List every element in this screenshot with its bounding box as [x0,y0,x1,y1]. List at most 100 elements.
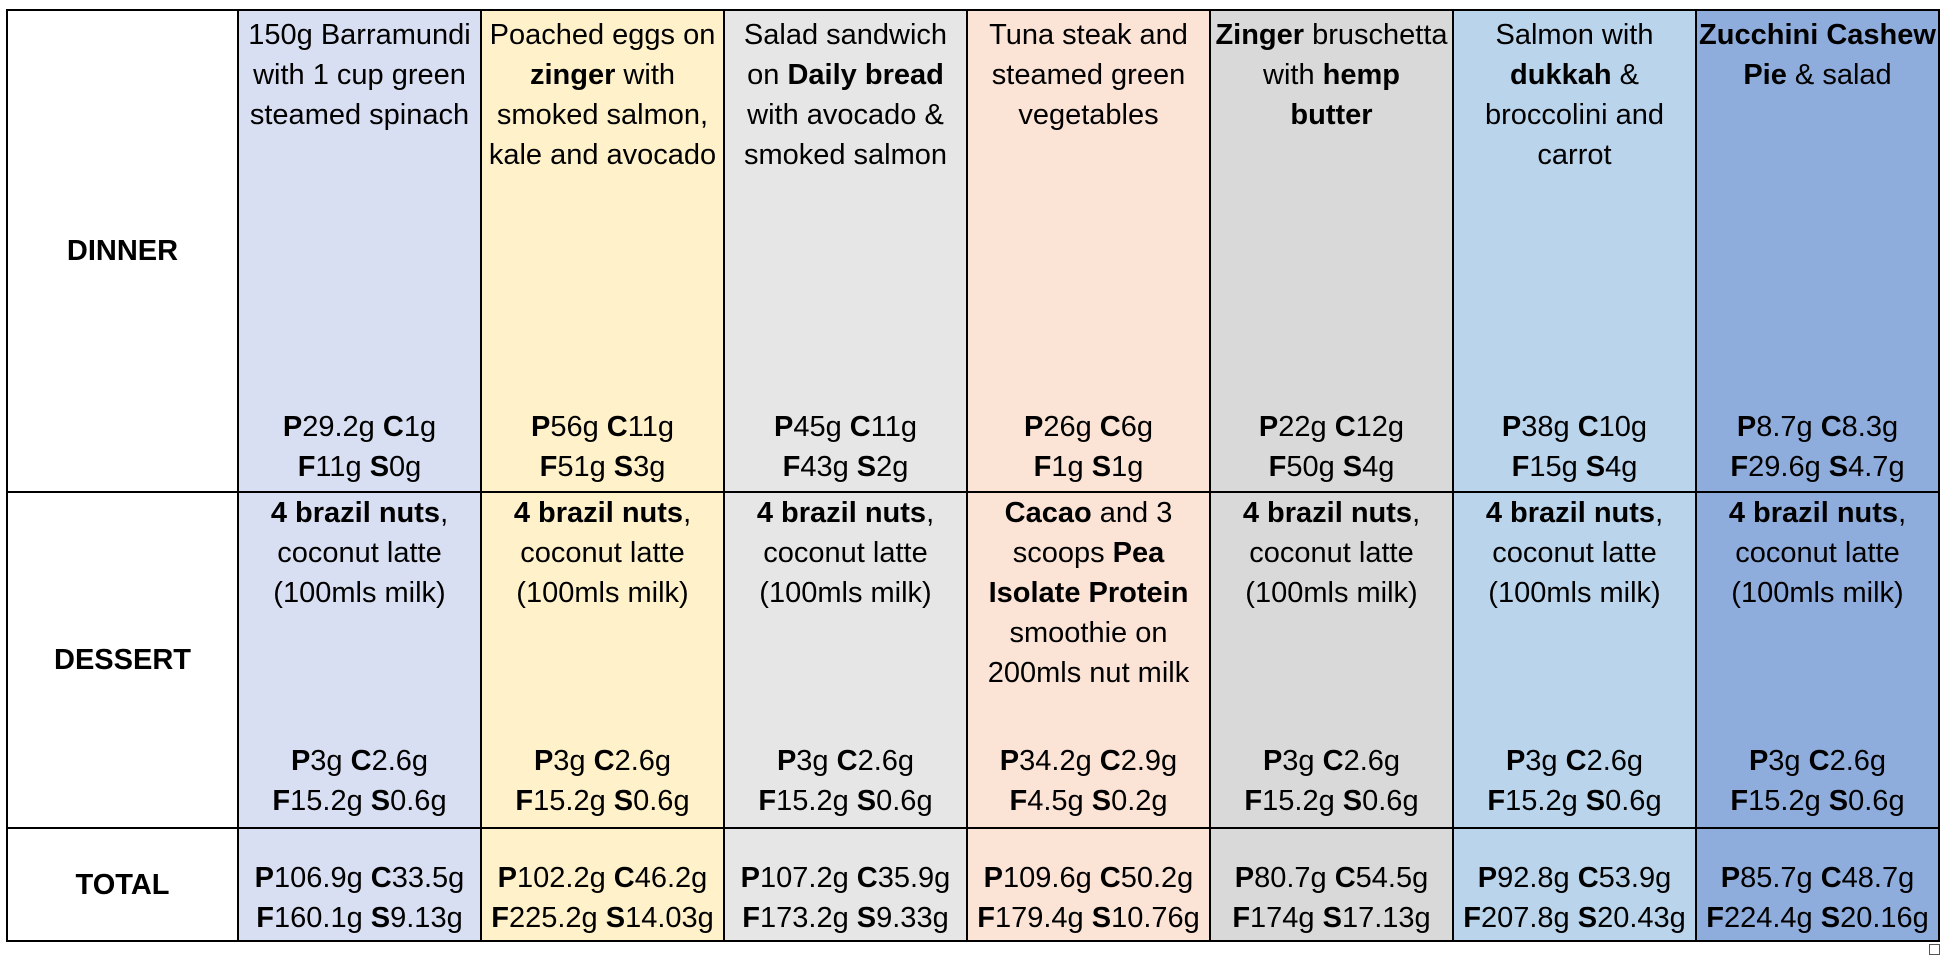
description-text: , [926,497,935,529]
dessert-cell-day-1: 4 brazil nuts, coconut latte (100mls milk)… [237,491,482,829]
macro-letter-s: S [1828,451,1849,483]
description-text: Tuna steak and [989,19,1188,51]
macro-value: 11g [315,451,362,483]
macro-line-protein-carbs: P34.2g C2.9g [968,741,1209,781]
macro-letter-f: F [742,901,761,934]
description-text: with 1 cup green [253,59,466,91]
macro-value: 85.7g [1740,861,1813,894]
description-text: , [1412,497,1421,529]
description-line: 4 brazil nuts, [725,493,966,533]
macro-line-protein-carbs: P102.2g C46.2g [482,858,723,898]
macro-value: 224.4g [1723,901,1813,934]
macro-letter-s: S [856,785,877,817]
macro-letter-f: F [515,785,534,817]
table-resize-handle[interactable] [1929,944,1940,955]
macro-value: 15g [1529,451,1578,483]
macro-line-protein-carbs: P92.8g C53.9g [1454,858,1695,898]
macro-letter-s: S [1585,785,1606,817]
macro-line-fat-sugar: F1g S1g [968,447,1209,487]
highlighted-food: 4 brazil nuts [513,497,684,529]
macro-letter-s: S [1342,785,1363,817]
description-line: scoops Pea [968,533,1209,573]
macro-letter-c: C [1334,861,1356,894]
macro-value: 50.2g [1120,861,1194,894]
macro-line-protein-carbs: P109.6g C50.2g [968,858,1209,898]
macro-line-fat-sugar: F29.6g S4.7g [1697,447,1938,487]
macro-letter-s: S [856,901,877,934]
macro-line-protein-carbs: P8.7g C8.3g [1697,407,1938,447]
description-line: 4 brazil nuts, [1697,493,1938,533]
macro-line-protein-carbs: P3g C2.6g [1697,741,1938,781]
description-text: & salad [1786,59,1892,91]
macro-value: 3g [553,745,586,777]
macro-value: 15.2g [533,785,606,817]
description-line: coconut latte [1211,533,1452,573]
macro-letter-p: P [1023,411,1044,443]
macro-line-protein-carbs: P3g C2.6g [1211,741,1452,781]
dessert-description: 4 brazil nuts, coconut latte (100mls milk) [482,493,723,613]
macro-value: 173.2g [760,901,849,934]
total-cell-day-1: P106.9g C33.5g F160.1g S9.13g [237,827,482,942]
macro-letter-f: F [297,451,316,483]
dessert-macros: P3g C2.6g F15.2g S0.6g [482,741,723,827]
macro-letter-f: F [1232,901,1251,934]
macro-value: 3g [633,451,666,483]
macro-letter-s: S [369,451,390,483]
macro-value: 8.7g [1756,411,1813,443]
dessert-cell-day-5: 4 brazil nuts, coconut latte (100mls milk)… [1209,491,1454,829]
total-cell-day-5: P80.7g C54.5g F174g S17.13g [1209,827,1454,942]
macro-value: 80.7g [1254,861,1327,894]
highlighted-food: Daily bread [787,59,944,91]
macro-letter-s: S [613,451,634,483]
macro-line-protein-carbs: P29.2g C1g [239,407,480,447]
macro-value: 2.6g [371,745,429,777]
description-text: coconut latte [1492,537,1657,569]
highlighted-food: butter [1290,99,1373,131]
macro-value: 6g [1120,411,1153,443]
description-text: (100mls milk) [516,577,689,609]
macro-letter-f: F [1730,785,1749,817]
description-text: scoops [1012,537,1113,569]
macro-value: 12g [1355,411,1405,443]
macro-letter-c: C [836,745,858,777]
dinner-description: Salmon with dukkah & broccolini and carrot [1454,11,1695,175]
description-text: Poached eggs on [489,19,716,51]
macro-letter-s: S [1585,451,1606,483]
dinner-cell-day-3: Salad sandwich on Daily bread with avocado… [723,9,968,493]
macro-letter-s: S [370,785,391,817]
macro-value: 2.6g [857,745,915,777]
macro-letter-c: C [370,861,392,894]
macro-value: 102.2g [517,861,606,894]
description-line: steamed spinach [239,95,480,135]
macro-value: 1g [403,411,437,443]
total-cell-day-6: P92.8g C53.9g F207.8g S20.43g [1452,827,1697,942]
macro-letter-s: S [1091,785,1112,817]
description-line: smoked salmon [725,135,966,175]
row-label-dessert-text: DESSERT [54,644,191,676]
meal-plan-table: DINNER DESSERT TOTAL 150g Barramundi with… [6,9,1940,942]
macro-letter-p: P [774,411,794,443]
macro-value: 2g [876,451,909,483]
macro-value: 11g [627,411,674,443]
total-macros: P109.6g C50.2g F179.4g S10.76g [968,832,1209,938]
description-line: on Daily bread [725,55,966,95]
macro-value: 179.4g [994,901,1084,934]
macro-letter-c: C [1099,411,1121,443]
description-text: steamed green [991,59,1186,91]
macro-letter-p: P [999,745,1020,777]
macro-letter-p: P [1234,861,1255,894]
dinner-description: Zucchini Cashew Pie & salad [1697,11,1938,95]
dinner-cell-day-2: Poached eggs on zinger with smoked salmon,… [480,9,725,493]
macro-letter-p: P [533,745,554,777]
macro-letter-f: F [256,901,275,934]
description-line: carrot [1454,135,1695,175]
dessert-description: 4 brazil nuts, coconut latte (100mls milk) [239,493,480,613]
macro-letter-p: P [1748,745,1769,777]
macro-value: 10g [1598,411,1648,443]
macro-value: 45g [793,411,842,443]
macro-letter-c: C [613,861,635,894]
macro-letter-s: S [1828,785,1849,817]
macro-value: 2.9g [1120,745,1178,777]
macro-letter-f: F [491,901,509,934]
macro-letter-p: P [776,745,797,777]
